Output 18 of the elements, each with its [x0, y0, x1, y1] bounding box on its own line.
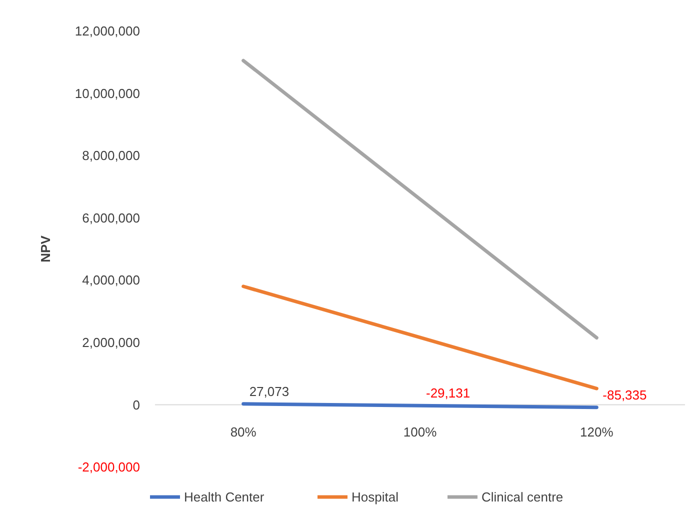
y-tick-label: 0 — [132, 397, 140, 412]
y-tick-label: 8,000,000 — [82, 148, 140, 164]
x-tick-label: 120% — [580, 424, 614, 440]
legend-label: Hospital — [352, 490, 399, 505]
y-axis-title: NPV — [38, 235, 53, 262]
y-tick-label: -2,000,000 — [78, 460, 140, 475]
legend-label: Clinical centre — [482, 490, 564, 505]
y-tick-label: 6,000,000 — [82, 210, 140, 226]
legend-label: Health Center — [184, 490, 265, 505]
x-tick-label: 80% — [230, 424, 257, 440]
y-tick-label: 2,000,000 — [82, 334, 140, 350]
data-label: 27,073 — [249, 384, 290, 399]
y-tick-label: 10,000,000 — [74, 86, 140, 101]
y-tick-label: 12,000,000 — [74, 24, 140, 39]
data-label: -85,335 — [602, 387, 647, 402]
x-tick-label: 100% — [403, 424, 438, 440]
data-label: -29,131 — [426, 386, 470, 401]
y-tick-label: 4,000,000 — [82, 272, 140, 288]
